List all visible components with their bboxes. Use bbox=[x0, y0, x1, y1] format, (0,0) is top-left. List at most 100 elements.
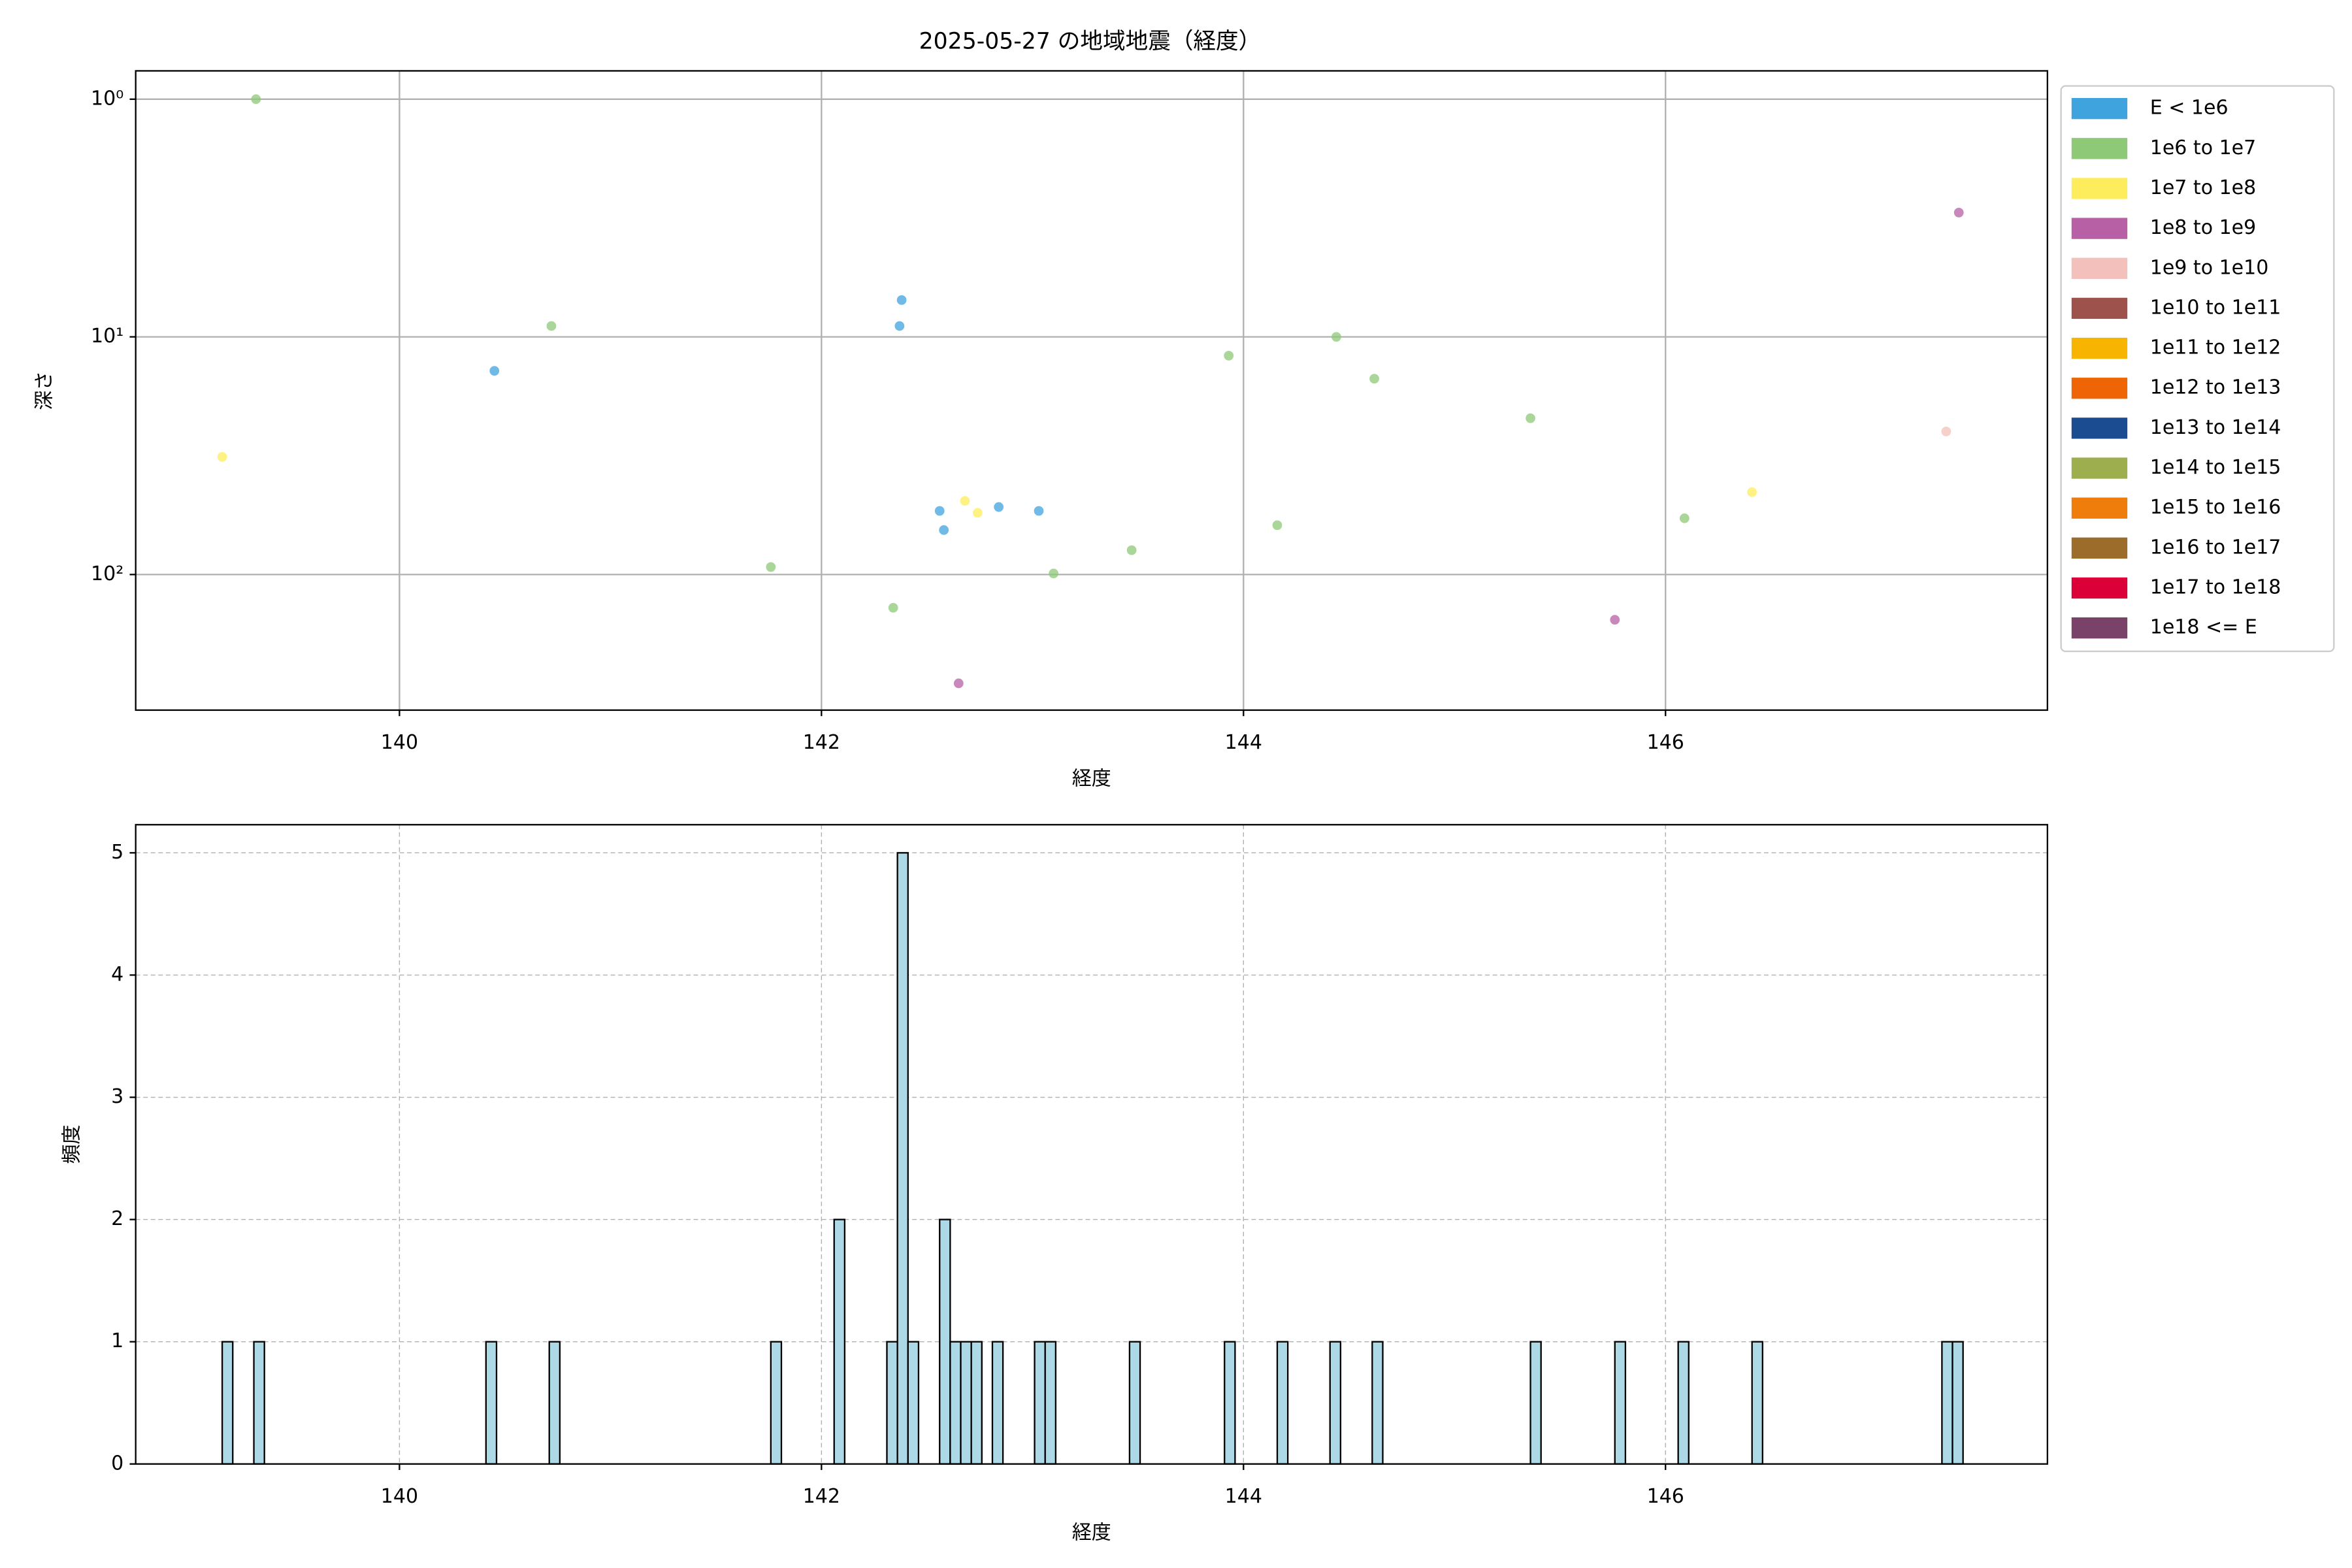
histogram-bar bbox=[1276, 1341, 1289, 1465]
histogram-bar bbox=[1224, 1341, 1236, 1465]
x-tick-label: 142 bbox=[803, 1485, 840, 1508]
scatter-point bbox=[1369, 374, 1379, 384]
histogram-bar bbox=[221, 1341, 234, 1465]
histogram-bar bbox=[886, 1341, 898, 1465]
x-tick-label: 146 bbox=[1647, 1485, 1684, 1508]
legend-swatch bbox=[2071, 537, 2128, 559]
scatter-point bbox=[960, 496, 970, 506]
x-tick-label: 144 bbox=[1225, 1485, 1262, 1508]
legend-label: 1e17 to 1e18 bbox=[2150, 576, 2281, 599]
legend-label: 1e6 to 1e7 bbox=[2150, 137, 2256, 159]
legend-label: 1e9 to 1e10 bbox=[2150, 256, 2269, 279]
legend-swatch bbox=[2071, 617, 2128, 639]
scatter-point bbox=[489, 366, 500, 376]
histogram-bar bbox=[960, 1341, 972, 1465]
scatter-point bbox=[217, 451, 227, 462]
x-axis-label: 経度 bbox=[1072, 768, 1111, 791]
legend-swatch bbox=[2071, 138, 2128, 159]
x-tick-label: 142 bbox=[803, 731, 840, 754]
legend-swatch bbox=[2071, 218, 2128, 239]
legend-label: E < 1e6 bbox=[2150, 97, 2229, 120]
scatter-point bbox=[1034, 506, 1044, 516]
x-tick-label: 146 bbox=[1647, 731, 1684, 754]
legend-label: 1e14 to 1e15 bbox=[2150, 456, 2281, 479]
legend-box bbox=[2060, 85, 2335, 653]
histogram-bar bbox=[1529, 1341, 1542, 1465]
histogram-bar bbox=[548, 1341, 561, 1465]
scatter-point bbox=[251, 94, 261, 105]
legend-swatch bbox=[2071, 178, 2128, 199]
scatter-point bbox=[546, 321, 557, 331]
histogram-bar bbox=[253, 1341, 265, 1465]
histogram-bar bbox=[1941, 1341, 1953, 1465]
chart-title: 2025-05-27 の地域地震（経度） bbox=[919, 29, 1262, 55]
histogram-bar bbox=[939, 1218, 951, 1465]
legend-label: 1e16 to 1e17 bbox=[2150, 536, 2281, 559]
legend-swatch bbox=[2071, 577, 2128, 599]
histogram-bar bbox=[949, 1341, 962, 1465]
scatter-point bbox=[972, 508, 983, 518]
y-tick-label: 4 bbox=[111, 963, 123, 986]
histogram-bar bbox=[485, 1341, 498, 1465]
scatter-point bbox=[1331, 332, 1341, 342]
legend-swatch bbox=[2071, 297, 2128, 319]
histogram-bar bbox=[1034, 1341, 1046, 1465]
scatter-point bbox=[1679, 513, 1690, 523]
histogram-bar bbox=[907, 1341, 920, 1465]
x-axis-label: 経度 bbox=[1072, 1521, 1111, 1544]
legend-label: 1e11 to 1e12 bbox=[2150, 336, 2281, 359]
scatter-point bbox=[1610, 615, 1620, 625]
y-axis-label: 深さ bbox=[33, 371, 56, 410]
legend-label: 1e18 <= E bbox=[2150, 616, 2257, 639]
legend-swatch bbox=[2071, 98, 2128, 120]
scatter-point bbox=[939, 525, 949, 535]
x-tick-label: 144 bbox=[1225, 731, 1262, 754]
histogram-bar bbox=[991, 1341, 1004, 1465]
scatter-point bbox=[934, 506, 945, 516]
legend-swatch bbox=[2071, 378, 2128, 399]
histogram-bar bbox=[896, 852, 909, 1465]
axes-frame bbox=[135, 824, 2048, 1465]
scatter-point bbox=[896, 295, 907, 305]
scatter-point bbox=[1941, 426, 1952, 436]
y-tick-label: 2 bbox=[111, 1207, 123, 1230]
legend-label: 1e12 to 1e13 bbox=[2150, 376, 2281, 399]
scatter-point bbox=[1126, 545, 1137, 555]
legend-swatch bbox=[2071, 457, 2128, 479]
histogram-bar bbox=[1128, 1341, 1141, 1465]
legend-swatch bbox=[2071, 417, 2128, 439]
legend-label: 1e15 to 1e16 bbox=[2150, 496, 2281, 519]
histogram-bar bbox=[970, 1341, 983, 1465]
legend-swatch bbox=[2071, 497, 2128, 519]
y-tick-label: 1 bbox=[111, 1330, 123, 1352]
scatter-point bbox=[1953, 207, 1964, 218]
legend-swatch bbox=[2071, 337, 2128, 359]
histogram-bar bbox=[1751, 1341, 1763, 1465]
histogram-bar bbox=[1677, 1341, 1690, 1465]
scatter-point bbox=[953, 678, 964, 689]
scatter-point bbox=[1224, 351, 1234, 361]
x-tick-label: 140 bbox=[381, 731, 418, 754]
histogram-bar bbox=[1329, 1341, 1342, 1465]
y-axis-label: 頻度 bbox=[60, 1125, 83, 1164]
legend-label: 1e7 to 1e8 bbox=[2150, 176, 2256, 199]
y-tick-label: 10² bbox=[91, 563, 123, 585]
x-tick-label: 140 bbox=[381, 1485, 418, 1508]
y-tick-label: 10¹ bbox=[91, 325, 123, 348]
histogram-bar bbox=[1614, 1341, 1627, 1465]
scatter-point bbox=[994, 502, 1004, 512]
legend-swatch bbox=[2071, 257, 2128, 279]
scatter-point bbox=[1747, 487, 1757, 497]
scatter-point bbox=[1272, 520, 1282, 531]
y-tick-label: 3 bbox=[111, 1085, 123, 1108]
scatter-point bbox=[1526, 413, 1535, 423]
scatter-point bbox=[894, 321, 905, 331]
y-tick-label: 5 bbox=[111, 841, 123, 864]
legend-label: 1e13 to 1e14 bbox=[2150, 416, 2281, 439]
axes-frame bbox=[135, 70, 2048, 711]
histogram-bar bbox=[833, 1218, 846, 1465]
